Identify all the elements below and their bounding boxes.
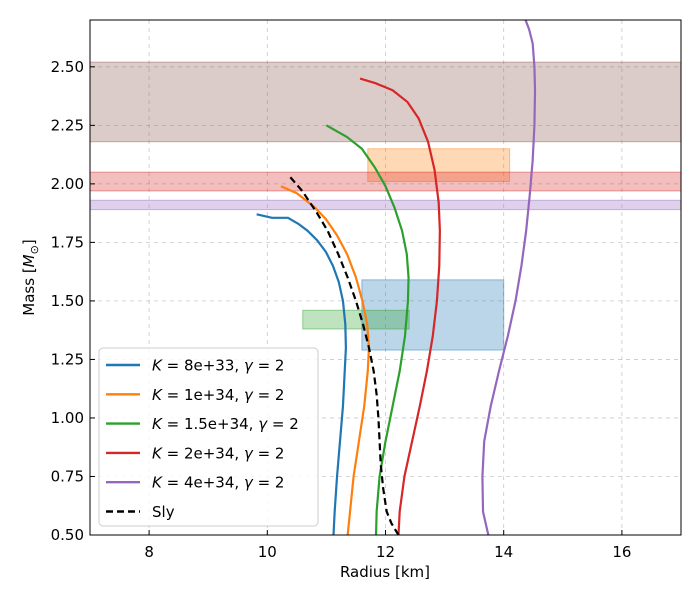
y-tick-label: 1.50: [51, 292, 84, 310]
legend-label: Sly: [152, 503, 175, 521]
y-axis-label: Mass [M⊙]: [20, 239, 41, 315]
y-tick-label: 1.00: [51, 409, 84, 427]
constraint-band: [90, 199, 681, 211]
constraint-bands: [90, 61, 681, 351]
y-tick-label: 0.50: [51, 526, 84, 544]
legend-label: K = 2e+34, γ = 2: [152, 444, 284, 462]
legend-label: K = 1.5e+34, γ = 2: [152, 415, 299, 433]
y-tick-label: 1.75: [51, 233, 84, 251]
legend: K = 8e+33, γ = 2 K = 1e+34, γ = 2 K = 1.5e…: [98, 347, 319, 527]
series-line: [280, 185, 371, 535]
series-line: [481, 20, 537, 535]
series-line: [256, 213, 347, 535]
legend-box: [98, 347, 319, 527]
legend-label: K = 8e+33, γ = 2: [152, 357, 284, 375]
series-line: [325, 124, 410, 535]
x-tick-label: 14: [494, 543, 513, 561]
axis-ticks: 8 10 12 14 16 0.50 0.75 1.00 1.25 1.50 1.75 2.00 2.2…: [51, 58, 632, 561]
series-line: [359, 77, 441, 535]
y-tick-label: 0.75: [51, 467, 84, 485]
x-tick-label: 10: [258, 543, 277, 561]
series-lines: [256, 20, 537, 535]
y-tick-label: 1.25: [51, 350, 84, 368]
series-line: [287, 173, 400, 535]
legend-label: K = 1e+34, γ = 2: [152, 386, 284, 404]
x-tick-label: 16: [612, 543, 631, 561]
constraint-band: [367, 148, 511, 183]
x-tick-label: 8: [144, 543, 154, 561]
x-axis-label: Radius [km]: [340, 563, 430, 581]
y-tick-label: 2.00: [51, 175, 84, 193]
legend-label: K = 4e+34, γ = 2: [152, 474, 284, 492]
constraint-band: [302, 309, 410, 330]
y-tick-label: 2.25: [51, 116, 84, 134]
x-tick-label: 12: [376, 543, 395, 561]
constraint-band: [90, 61, 681, 143]
y-tick-label: 2.50: [51, 58, 84, 76]
constraint-band: [90, 171, 681, 192]
